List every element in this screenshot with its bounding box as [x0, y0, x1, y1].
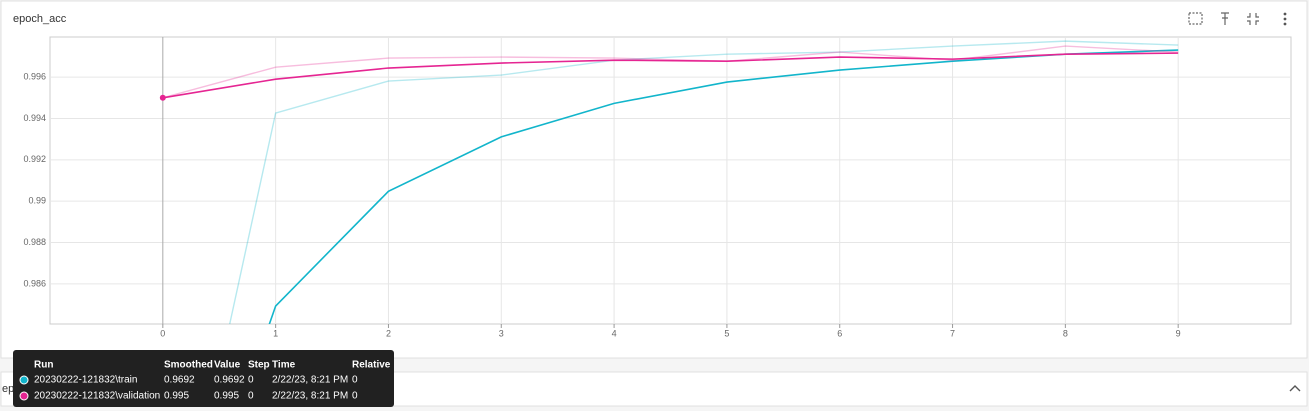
legend-swatch — [19, 391, 29, 401]
tooltip-cell: 0.995 — [164, 391, 189, 402]
tooltip-cell: 20230222-121832\validation — [34, 391, 160, 402]
tooltip-header: Run — [34, 360, 53, 371]
y-tick-label: 0.99 — [28, 196, 46, 206]
tooltip-header: Step — [248, 360, 270, 371]
tooltip: Run Smoothed Value Step Time Relative 20230222… — [13, 350, 394, 407]
x-tick-label: 1 — [273, 328, 278, 338]
expand-chevron[interactable] — [1289, 385, 1301, 392]
y-tick-label: 0.988 — [23, 237, 46, 247]
y-tick-label: 0.994 — [23, 113, 46, 123]
x-tick-label: 9 — [1176, 328, 1181, 338]
x-tick-label: 2 — [386, 328, 391, 338]
tooltip-cell: 0 — [248, 391, 254, 402]
x-tick-label: 6 — [837, 328, 842, 338]
x-tick-label: 0 — [160, 328, 165, 338]
x-tick-label: 7 — [950, 328, 955, 338]
plot-frame — [49, 36, 1292, 325]
y-tick-label: 0.986 — [23, 278, 46, 288]
fit-icon[interactable] — [1188, 12, 1203, 25]
tooltip-header: Smoothed — [164, 360, 213, 371]
raw-line — [229, 40, 1179, 324]
tooltip-cell: 0 — [352, 375, 358, 386]
smoothed-line — [162, 52, 1179, 99]
tooltip-bg — [13, 350, 394, 407]
tooltip-cell: 0.9692 — [164, 375, 195, 386]
y-tick-label: 0.992 — [23, 154, 46, 164]
tooltip-cell: 0 — [352, 391, 358, 402]
x-tick-label: 8 — [1063, 328, 1068, 338]
x-tick-label: 5 — [724, 328, 729, 338]
tooltip-cell: 0.995 — [214, 391, 239, 402]
x-tick-label: 3 — [499, 328, 504, 338]
card-title: epoch_acc — [13, 13, 67, 25]
tooltip-cell: 2/22/23, 8:21 PM — [272, 391, 348, 402]
tooltip-cell: 0 — [248, 375, 254, 386]
legend-swatch — [19, 375, 29, 385]
tooltip-header: Time — [272, 360, 296, 371]
next-card-title: ep — [2, 383, 14, 395]
smoothed-line — [268, 49, 1179, 324]
card — [0, 0, 1308, 359]
hover-point — [159, 94, 166, 101]
x-tick-label: 4 — [612, 328, 617, 338]
tooltip-header: Relative — [352, 360, 391, 371]
collapse-icon[interactable] — [1247, 13, 1259, 25]
tooltip-cell: 0.9692 — [214, 375, 245, 386]
pin-icon[interactable] — [1221, 12, 1229, 25]
tooltip-cell: 2/22/23, 8:21 PM — [272, 375, 348, 386]
raw-line — [162, 45, 1179, 99]
tooltip-cell: 20230222-121832\train — [34, 375, 137, 386]
tooltip-header: Value — [214, 360, 241, 371]
menu-icon[interactable] — [1283, 12, 1287, 26]
y-tick-label: 0.996 — [23, 71, 46, 81]
